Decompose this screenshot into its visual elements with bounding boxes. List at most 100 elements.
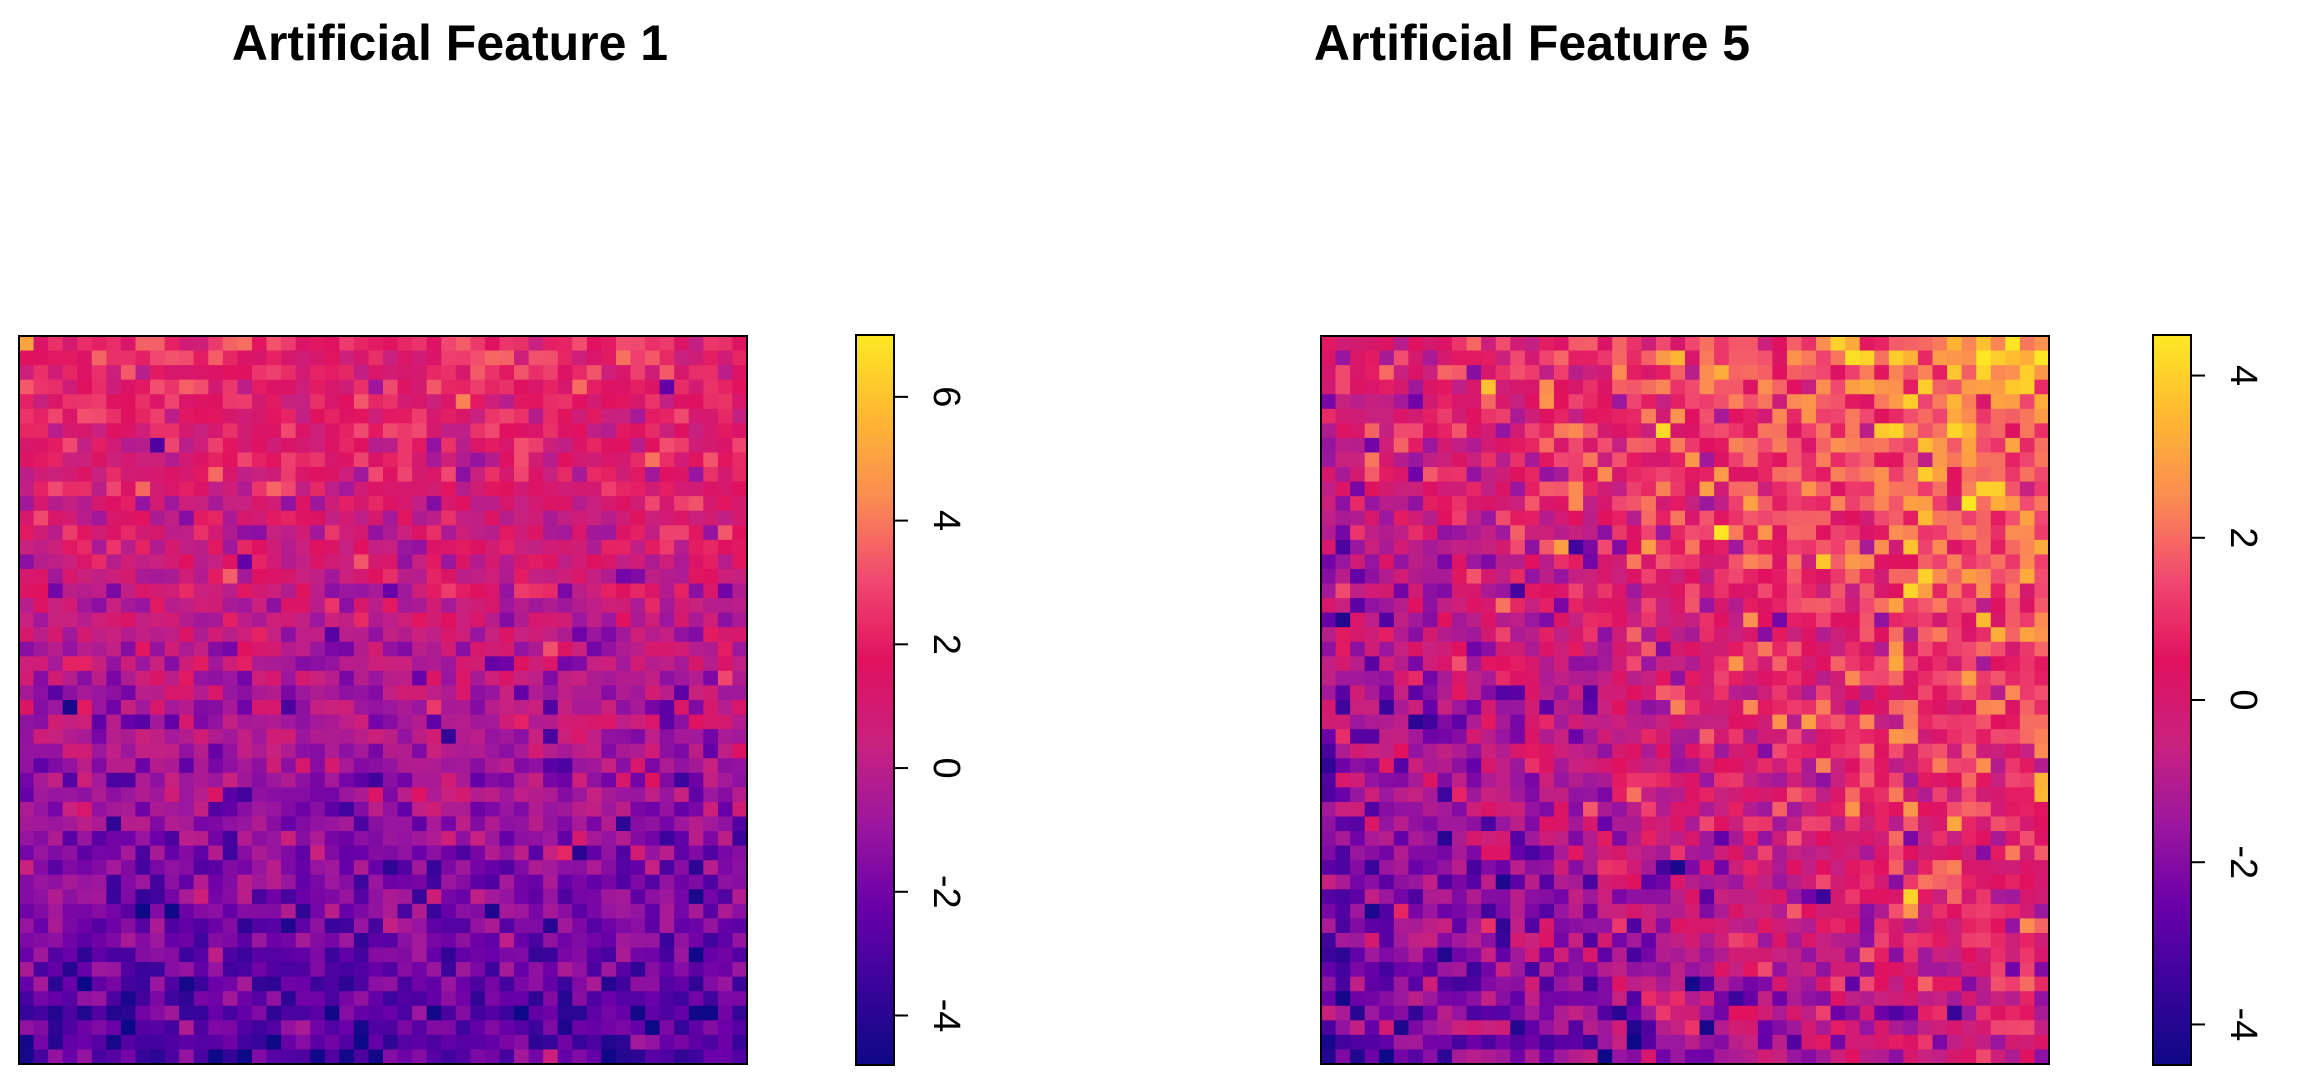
heatmap-cell: [484, 379, 501, 395]
heatmap-cell: [295, 889, 311, 905]
heatmap-cell: [1874, 583, 1890, 599]
heatmap-cell: [1335, 729, 1351, 745]
heatmap-cell: [1524, 903, 1540, 919]
heatmap-cell: [1714, 976, 1730, 992]
heatmap-cell: [1481, 743, 1497, 759]
heatmap-cell: [2034, 845, 2050, 861]
heatmap-cell: [1990, 656, 2006, 672]
heatmap-cell: [1845, 408, 1861, 424]
heatmap-cell: [1452, 467, 1468, 483]
heatmap-cell: [1743, 437, 1759, 454]
heatmap-cell: [1685, 903, 1701, 919]
heatmap-cell: [412, 1020, 428, 1036]
heatmap-cell: [659, 408, 675, 424]
heatmap-cell: [703, 408, 719, 424]
heatmap-cell: [586, 1049, 602, 1065]
heatmap-cell: [615, 729, 632, 745]
heatmap-cell: [1422, 700, 1439, 716]
heatmap-cell: [1685, 598, 1701, 614]
heatmap-cell: [412, 743, 428, 759]
heatmap-cell: [2034, 743, 2050, 759]
heatmap-cell: [1510, 758, 1526, 774]
heatmap-cell: [1801, 860, 1817, 876]
heatmap-cell: [1422, 554, 1439, 570]
heatmap-cell: [120, 889, 137, 905]
heatmap-cell: [1583, 496, 1599, 512]
heatmap-cell: [1990, 845, 2006, 861]
heatmap-cell: [645, 510, 661, 526]
heatmap-cell: [135, 612, 151, 628]
colorbar-segment: [856, 831, 894, 836]
heatmap-cell: [339, 350, 355, 366]
heatmap-cell: [1990, 685, 2006, 701]
colorbar-segment: [856, 973, 894, 978]
heatmap-cell: [1364, 350, 1380, 366]
heatmap-cell: [120, 729, 137, 745]
heatmap-cell: [324, 1005, 340, 1021]
heatmap-cell: [1612, 336, 1628, 352]
heatmap-cell: [601, 932, 617, 949]
heatmap-cell: [674, 1049, 690, 1065]
heatmap-cell: [1845, 336, 1861, 352]
heatmap-cell: [1743, 496, 1759, 512]
heatmap-cell: [1612, 845, 1628, 861]
heatmap-cell: [77, 365, 93, 381]
heatmap-cell: [33, 816, 49, 832]
colorbar-segment: [856, 641, 894, 646]
heatmap-cell: [222, 670, 238, 687]
heatmap-cell: [412, 452, 428, 468]
heatmap-cell: [1772, 670, 1788, 687]
heatmap-cell: [1990, 670, 2006, 687]
heatmap-cell: [164, 700, 180, 716]
heatmap-cell: [193, 641, 209, 657]
heatmap-cell: [135, 976, 151, 992]
heatmap-cell: [1655, 743, 1672, 759]
heatmap-cell: [1393, 379, 1409, 395]
heatmap-cell: [543, 539, 559, 555]
heatmap-cell: [1510, 627, 1526, 643]
heatmap-cell: [1801, 481, 1817, 497]
heatmap-cell: [91, 627, 107, 643]
heatmap-cell: [150, 496, 166, 512]
heatmap-cell: [1728, 743, 1744, 759]
heatmap-cell: [717, 845, 734, 861]
heatmap-cell: [179, 758, 195, 774]
heatmap-cell: [543, 831, 559, 847]
heatmap-cell: [310, 1049, 326, 1065]
heatmap-cell: [426, 408, 442, 424]
heatmap-cell: [368, 437, 384, 454]
heatmap-cell: [1583, 801, 1599, 818]
heatmap-cell: [645, 947, 661, 963]
heatmap-cell: [1626, 787, 1642, 803]
heatmap-cell: [164, 685, 180, 701]
heatmap-cell: [1321, 452, 1337, 468]
heatmap-cell: [1917, 860, 1934, 876]
heatmap-cell: [1845, 568, 1861, 585]
heatmap-cell: [33, 874, 49, 890]
heatmap-cell: [33, 772, 49, 788]
heatmap-cell: [1612, 379, 1628, 395]
heatmap-cell: [630, 379, 646, 395]
heatmap-cell: [412, 714, 428, 730]
heatmap-cell: [1670, 423, 1686, 439]
heatmap-cell: [1903, 801, 1919, 818]
heatmap-cell: [674, 583, 690, 599]
heatmap-cell: [499, 932, 515, 949]
heatmap-cell: [586, 816, 602, 832]
heatmap-cell: [237, 496, 253, 512]
heatmap-cell: [1568, 481, 1584, 497]
heatmap-cell: [295, 656, 311, 672]
heatmap-cell: [179, 336, 195, 352]
heatmap-cell: [1495, 467, 1511, 483]
heatmap-cell: [164, 729, 180, 745]
heatmap-cell: [1597, 670, 1613, 687]
heatmap-cell: [543, 932, 559, 949]
heatmap-cell: [1670, 714, 1686, 730]
heatmap-cell: [1714, 598, 1730, 614]
heatmap-cell: [1903, 612, 1919, 628]
heatmap-cell: [1859, 656, 1875, 672]
heatmap-cell: [717, 379, 734, 395]
heatmap-cell: [48, 365, 64, 381]
heatmap-cell: [528, 481, 544, 497]
heatmap-cell: [703, 743, 719, 759]
